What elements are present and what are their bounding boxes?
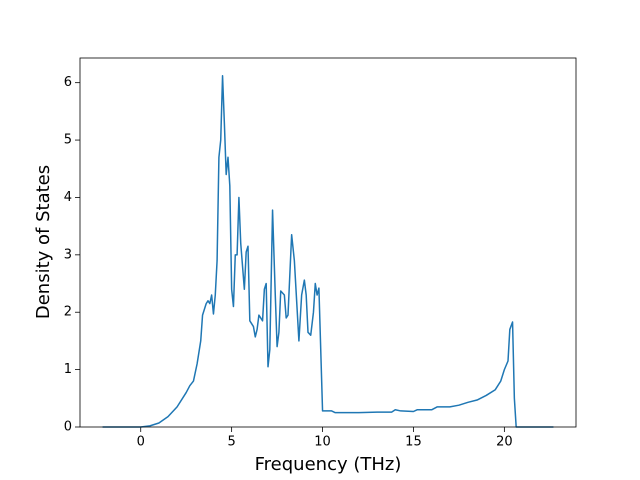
- x-tick-label: 15: [405, 435, 422, 450]
- y-tick-label: 3: [64, 247, 72, 262]
- y-tick-label: 0: [64, 420, 72, 435]
- line: [102, 75, 554, 428]
- y-tick-label: 6: [64, 75, 72, 90]
- y-tick-label: 5: [64, 133, 72, 148]
- y-axis-label: Density of States: [33, 165, 54, 319]
- x-tick-label: 5: [227, 435, 235, 450]
- y-tick-label: 1: [64, 362, 72, 377]
- y-tick-label: 2: [64, 305, 72, 320]
- x-tick-label: 20: [496, 435, 513, 450]
- x-axis-label: Frequency (THz): [255, 454, 402, 475]
- x-tick-label: 0: [137, 435, 145, 450]
- y-tick-label: 4: [64, 190, 72, 205]
- x-tick-label: 10: [314, 435, 331, 450]
- plot-frame: [79, 57, 577, 428]
